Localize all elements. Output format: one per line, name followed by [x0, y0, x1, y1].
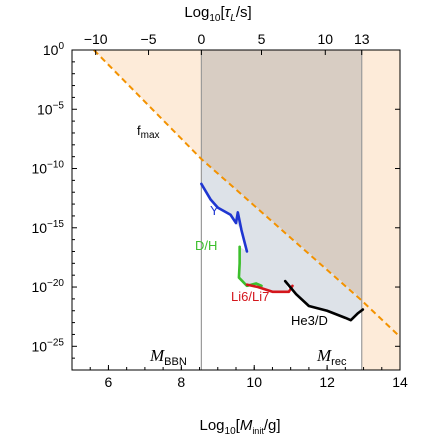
top-tick-label-2: 0 — [197, 31, 205, 47]
top-tick-label-0: −10 — [84, 31, 108, 47]
y-tick-label-5: 10−25 — [31, 337, 64, 354]
bottom-axis-title-main: Log — [199, 417, 224, 434]
fmax-line-group — [93, 49, 401, 338]
bottom-axis-title: Log10[Minit/g] — [199, 417, 280, 437]
y-tick-label-0: 100 — [43, 41, 65, 58]
vertical-lines — [200, 50, 363, 370]
series-label-dh: D/H — [195, 238, 217, 253]
bottom-axis-title-bracket: [ — [236, 417, 241, 434]
series-label-he: He3/D — [291, 313, 328, 328]
series-line-y — [200, 182, 249, 253]
x-tick-label-2: 10 — [246, 374, 262, 390]
bottom-axis-title-var-sub: init — [252, 426, 264, 436]
bottom-axis-title-var: M — [240, 417, 253, 434]
y-tick-label-1: 10−5 — [37, 100, 64, 117]
series-line-he3d — [283, 279, 365, 322]
region-label-bbn: MBBN — [149, 346, 187, 368]
series-label-li: Li6/Li7 — [231, 289, 269, 304]
top-axis-title-unit: /s] — [236, 4, 252, 21]
region-label-rec-sub: rec — [331, 356, 347, 368]
shaded-regions — [72, 50, 400, 370]
region-label-rec: Mrec — [316, 346, 347, 368]
fmax-label-main: f — [137, 123, 141, 138]
axis-ticks: 6 8 10 12 14 −10 −5 0 5 10 13 100 10−5 10−10 10−15 10−2… — [31, 31, 408, 390]
top-axis-title-var: τ — [225, 4, 232, 21]
region-label-bbn-main: M — [149, 346, 165, 365]
region-label-bbn-sub: BBN — [164, 356, 187, 368]
y-tick-label-2: 10−10 — [31, 160, 64, 177]
top-axis-title-sub: 10 — [209, 13, 221, 24]
series-label-y: Y — [210, 203, 219, 218]
x-tick-label-1: 8 — [177, 374, 185, 390]
top-tick-label-1: −5 — [141, 31, 157, 47]
top-axis-title-bracket: [ — [220, 4, 225, 21]
region-label-rec-main: M — [316, 346, 332, 365]
top-axis-title-var-sub: L — [230, 13, 236, 24]
x-tick-label-3: 12 — [319, 374, 335, 390]
top-axis-title: Log10[τL/s] — [184, 4, 251, 24]
series-line-li6li7 — [245, 283, 294, 294]
bottom-axis-title-sub: 10 — [225, 426, 237, 437]
bottom-axis-title-unit: /g] — [264, 417, 281, 434]
top-tick-label-4: 10 — [317, 31, 333, 47]
x-tick-label-4: 14 — [392, 374, 408, 390]
region-excluded-right — [361, 298, 400, 370]
series-line-dh — [237, 245, 263, 288]
y-tick-label-4: 10−20 — [31, 278, 64, 295]
series-group — [200, 182, 365, 322]
fmax-label-sub: max — [141, 130, 160, 141]
top-tick-label-5: 13 — [354, 31, 370, 47]
y-tick-label-3: 10−15 — [31, 219, 64, 236]
top-axis-title-main: Log — [184, 4, 209, 21]
fmax-line — [93, 49, 401, 338]
top-tick-label-3: 5 — [258, 31, 266, 47]
x-tick-label-0: 6 — [105, 374, 113, 390]
region-brown-band — [201, 50, 362, 299]
fmax-label: fmax — [137, 123, 160, 141]
